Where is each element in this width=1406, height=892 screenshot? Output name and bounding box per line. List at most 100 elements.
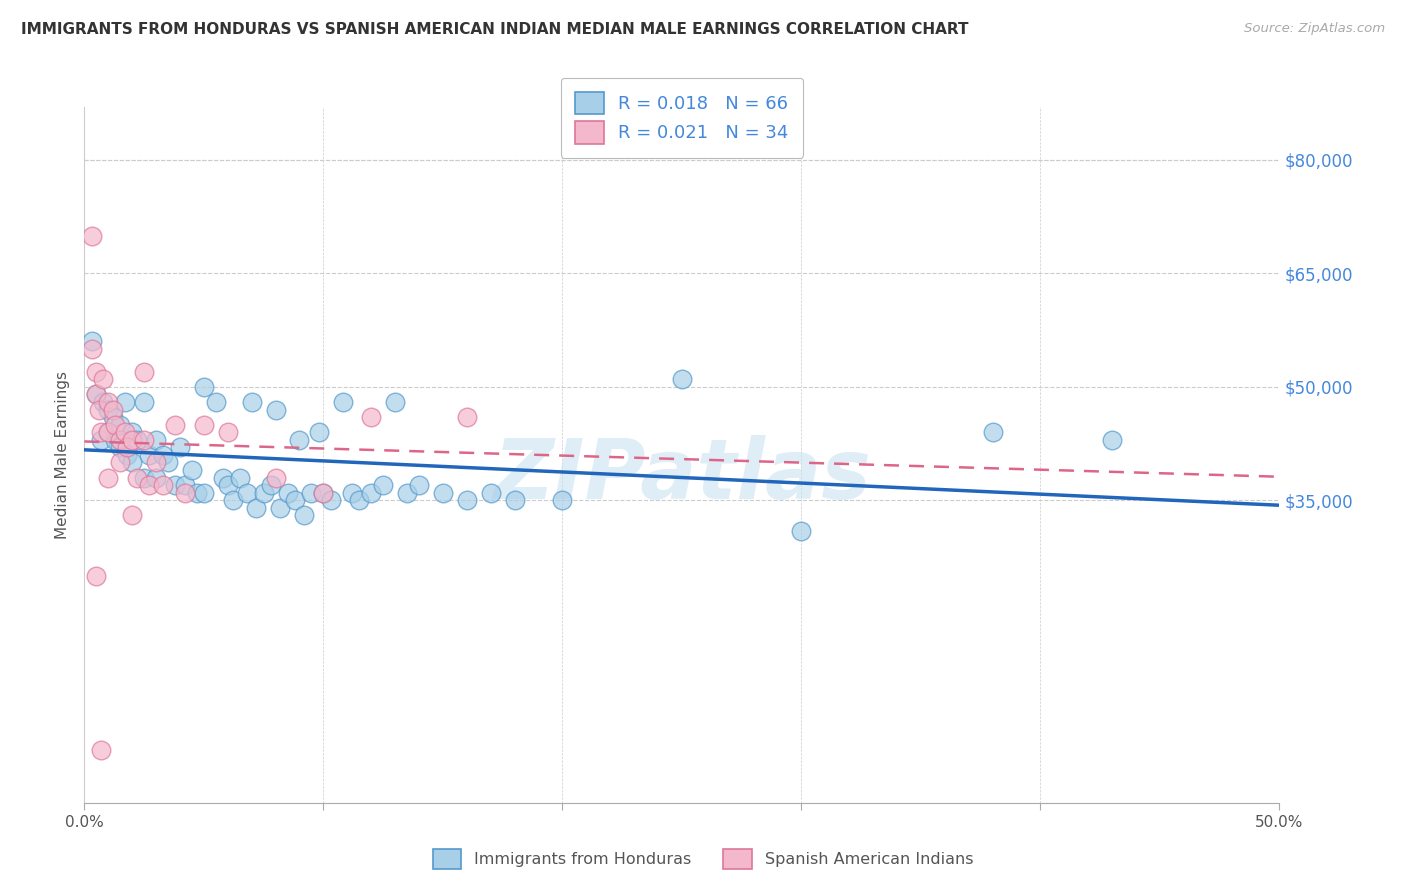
Point (145, 455, 167, 469)
Point (97, 395, 120, 409)
Point (229, 470, 252, 484)
Point (125, 470, 148, 484)
Point (145, 433, 167, 447)
Point (110, 441, 132, 455)
Point (93, 372, 115, 386)
Point (264, 470, 287, 484)
Point (80, 228, 103, 243)
Point (110, 455, 132, 469)
Point (165, 478, 187, 492)
Point (308, 425, 330, 440)
Point (312, 485, 335, 500)
Point (121, 455, 143, 469)
Point (277, 485, 299, 500)
Point (240, 395, 263, 409)
Point (173, 478, 195, 492)
Point (86, 387, 108, 401)
Point (101, 410, 124, 425)
Point (132, 395, 156, 409)
Point (80, 334, 103, 349)
Point (1101, 433, 1123, 447)
Point (312, 485, 335, 500)
Y-axis label: Median Male Earnings: Median Male Earnings (55, 371, 70, 539)
Point (221, 493, 243, 508)
Point (288, 433, 311, 447)
Point (132, 365, 156, 379)
Point (236, 485, 259, 500)
Point (260, 478, 283, 492)
Point (671, 372, 693, 386)
Point (86, 365, 108, 379)
Point (456, 493, 478, 508)
Point (97, 425, 120, 440)
Point (117, 441, 139, 455)
Point (121, 433, 143, 447)
Point (981, 425, 1004, 440)
Point (193, 417, 215, 432)
Point (110, 417, 132, 432)
Point (217, 425, 239, 440)
Point (104, 433, 127, 447)
Point (165, 417, 187, 432)
Point (456, 410, 478, 425)
Point (93, 395, 115, 409)
Point (264, 402, 287, 417)
Point (86, 569, 108, 583)
Point (217, 478, 239, 492)
Point (349, 493, 371, 508)
Point (145, 470, 167, 484)
Point (396, 485, 419, 500)
Point (360, 485, 382, 500)
Point (86, 387, 108, 401)
Point (173, 485, 195, 500)
Text: ZIPatlas: ZIPatlas (494, 435, 870, 516)
Point (90, 425, 112, 440)
Text: IMMIGRANTS FROM HONDURAS VS SPANISH AMERICAN INDIAN MEDIAN MALE EARNINGS CORRELA: IMMIGRANTS FROM HONDURAS VS SPANISH AMER… (21, 22, 969, 37)
Point (97, 425, 120, 440)
Point (121, 425, 143, 440)
Point (152, 448, 174, 462)
Point (284, 493, 307, 508)
Point (101, 402, 124, 417)
Point (332, 395, 354, 409)
Point (551, 493, 574, 508)
Point (360, 410, 382, 425)
Point (90, 743, 112, 757)
Point (319, 493, 342, 508)
Point (114, 395, 136, 409)
Point (110, 433, 132, 447)
Point (479, 485, 502, 500)
Point (292, 508, 315, 523)
Point (138, 448, 160, 462)
Point (384, 395, 406, 409)
Point (301, 485, 323, 500)
Point (97, 470, 120, 484)
Point (181, 463, 204, 477)
Point (90, 433, 112, 447)
Point (157, 455, 180, 469)
Point (138, 478, 160, 492)
Point (193, 380, 215, 394)
Point (790, 524, 813, 538)
Point (80, 342, 103, 356)
Point (373, 478, 395, 492)
Point (114, 425, 136, 440)
Point (269, 500, 291, 515)
Point (432, 485, 454, 500)
Point (132, 433, 156, 447)
Legend: R = 0.018   N = 66, R = 0.021   N = 34: R = 0.018 N = 66, R = 0.021 N = 34 (561, 78, 803, 158)
Point (169, 441, 191, 455)
Point (245, 500, 267, 515)
Point (205, 395, 228, 409)
Point (186, 485, 208, 500)
Point (503, 493, 526, 508)
Point (132, 470, 156, 484)
Point (193, 485, 215, 500)
Point (125, 433, 148, 447)
Point (97, 402, 120, 417)
Point (152, 478, 174, 492)
Legend: Immigrants from Honduras, Spanish American Indians: Immigrants from Honduras, Spanish Americ… (426, 843, 980, 875)
Point (253, 485, 276, 500)
Text: Source: ZipAtlas.com: Source: ZipAtlas.com (1244, 22, 1385, 36)
Point (117, 448, 139, 462)
